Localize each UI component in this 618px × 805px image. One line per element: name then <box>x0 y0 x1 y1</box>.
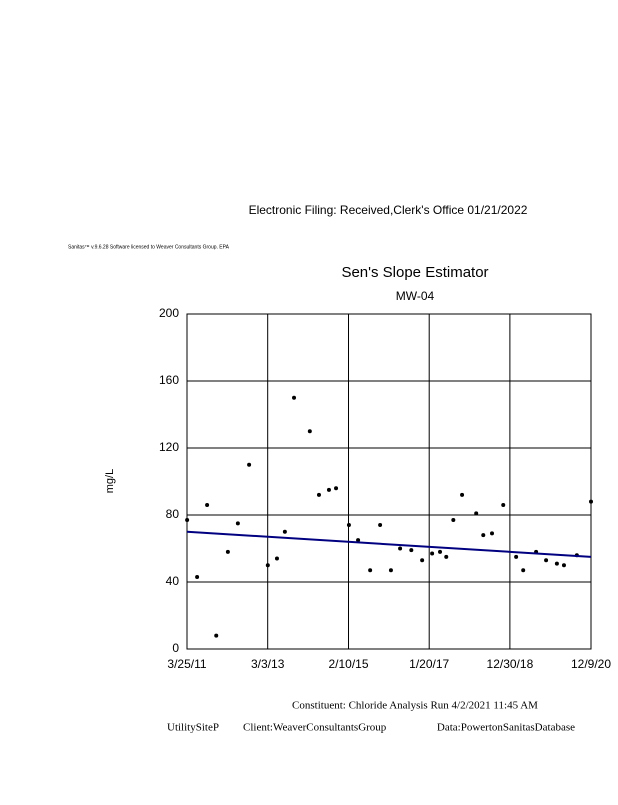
y-tick-label: 160 <box>159 373 179 387</box>
data-point <box>451 518 456 523</box>
data-point <box>420 558 425 563</box>
data-point <box>501 502 506 507</box>
y-tick-label: 0 <box>172 641 179 655</box>
data-point <box>388 568 393 573</box>
data-point <box>438 549 443 554</box>
site: UtilitySiteP <box>167 722 219 734</box>
data-point <box>235 521 240 526</box>
data-point <box>561 563 566 568</box>
data-point <box>292 395 297 400</box>
data-point <box>356 538 361 543</box>
data-point <box>554 561 559 566</box>
data-point <box>474 511 479 516</box>
data-point <box>334 486 339 491</box>
data-point <box>544 558 549 563</box>
data-point <box>378 523 383 528</box>
y-tick-label: 120 <box>159 440 179 454</box>
y-tick-label: 40 <box>166 574 180 588</box>
database: Data:PowertonSanitasDatabase <box>437 722 575 734</box>
data-point <box>225 549 230 554</box>
data-point <box>444 554 449 559</box>
data-point <box>185 518 190 523</box>
filing-stamp: Electronic Filing: Received,Clerk's Offi… <box>249 203 528 217</box>
data-point <box>521 568 526 573</box>
x-tick-label: 12/9/20 <box>571 657 611 671</box>
data-point <box>589 499 593 504</box>
data-point <box>409 548 414 553</box>
x-tick-label: 2/10/15 <box>328 657 368 671</box>
data-point <box>214 633 219 638</box>
data-point <box>265 563 270 568</box>
y-tick-label: 80 <box>166 507 180 521</box>
data-point <box>326 487 331 492</box>
x-tick-label: 12/30/18 <box>487 657 534 671</box>
data-point <box>346 523 351 528</box>
data-point <box>195 574 200 579</box>
data-point <box>307 429 312 434</box>
run-info: Constituent: Chloride Analysis Run 4/2/2… <box>292 700 538 712</box>
data-point <box>514 554 519 559</box>
y-axis-label: mg/L <box>104 469 116 493</box>
chart-title: Sen's Slope Estimator <box>341 264 488 281</box>
x-tick-label: 1/20/17 <box>409 657 449 671</box>
data-point <box>282 529 287 534</box>
client: Client:WeaverConsultantsGroup <box>243 722 387 734</box>
data-point <box>490 531 495 536</box>
data-point <box>430 551 435 556</box>
data-point <box>316 492 321 497</box>
data-point <box>368 568 373 573</box>
x-tick-label: 3/3/13 <box>251 657 285 671</box>
data-point <box>205 502 210 507</box>
data-point <box>274 556 279 561</box>
chart-subtitle: MW-04 <box>396 289 435 303</box>
trend-line <box>186 530 592 558</box>
data-point <box>247 462 252 467</box>
data-point <box>398 546 403 551</box>
software-note: Sanitas™ v.9.6.28 Software licensed to W… <box>68 244 230 250</box>
x-tick-label: 3/25/11 <box>167 657 206 671</box>
y-tick-label: 200 <box>159 306 179 320</box>
data-point <box>460 492 465 497</box>
plot-area <box>186 313 592 650</box>
data-point <box>481 533 486 538</box>
